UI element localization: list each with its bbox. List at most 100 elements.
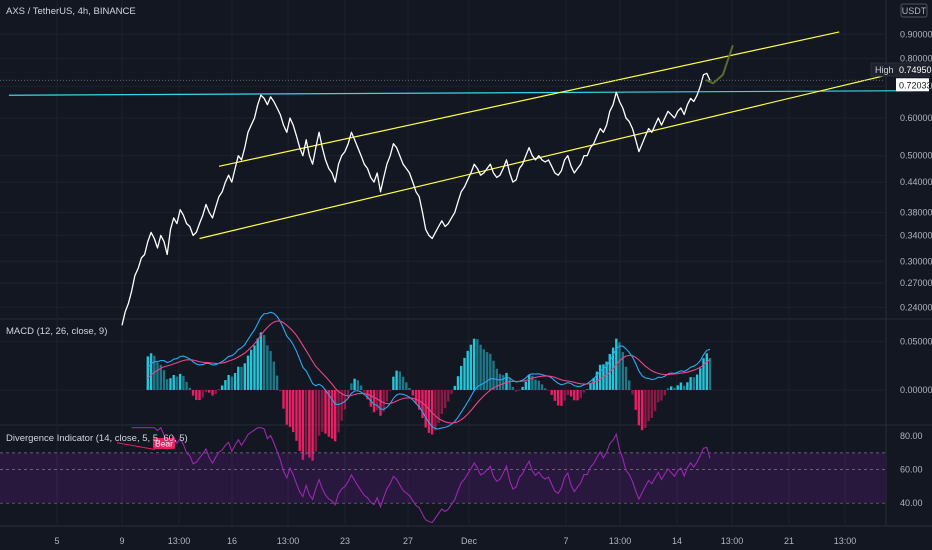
macd-histogram-bar bbox=[482, 349, 485, 390]
price-tick-label: 0.44000 bbox=[900, 177, 932, 187]
divergence-y-axis[interactable]: 80.00 60.00 40.00 bbox=[900, 431, 923, 508]
signal-line bbox=[147, 320, 711, 424]
macd-histogram-bar bbox=[679, 382, 683, 390]
macd-histogram-bar bbox=[437, 390, 440, 424]
macd-histogram-bar bbox=[708, 358, 712, 390]
macd-histogram-bar bbox=[340, 390, 343, 421]
macd-histogram-bar bbox=[224, 380, 227, 390]
macd-histogram-bar bbox=[443, 390, 447, 409]
macd-histogram-bar bbox=[321, 390, 324, 432]
high-tag-label: High bbox=[875, 65, 894, 75]
macd-histogram-bar bbox=[259, 332, 263, 390]
last-price-tag: 0.72033 bbox=[896, 78, 932, 92]
macd-histogram-bar bbox=[670, 386, 673, 390]
macd-tick-label: 0.05000 bbox=[900, 336, 932, 346]
ascending-channel[interactable] bbox=[199, 31, 924, 240]
price-line-series bbox=[121, 72, 711, 326]
macd-histogram-bar bbox=[505, 372, 508, 390]
price-y-axis[interactable]: 0.900000.800000.700000.600000.500000.440… bbox=[900, 29, 932, 312]
divergence-series bbox=[131, 426, 711, 524]
time-tick-label: 5 bbox=[54, 536, 59, 546]
macd-histogram-bar bbox=[418, 390, 421, 410]
high-tag-value: 0.74950 bbox=[899, 65, 932, 75]
macd-histogram-bar bbox=[579, 390, 582, 399]
macd-histogram-bar bbox=[592, 377, 595, 390]
macd-histogram-bar bbox=[502, 375, 505, 390]
macd-histogram-bar bbox=[427, 390, 431, 433]
macd-histogram-bar bbox=[527, 374, 531, 390]
divergence-tick-label: 80.00 bbox=[900, 431, 923, 441]
bear-label: Bear bbox=[116, 438, 175, 450]
macd-histogram-bar bbox=[385, 390, 389, 402]
macd-histogram-bar bbox=[640, 390, 644, 431]
currency-badge-frame bbox=[900, 3, 928, 18]
macd-pane[interactable]: 0.05000 0.00000 MACD (12, 26, close, 9) bbox=[6, 311, 932, 461]
price-tick-label: 0.38000 bbox=[900, 207, 932, 217]
macd-histogram-bar bbox=[653, 390, 657, 412]
macd-histogram-bar bbox=[586, 389, 589, 390]
macd-histogram-bar bbox=[256, 338, 259, 390]
symbol-title: AXS / TetherUS, 4h, BINANCE bbox=[6, 6, 136, 17]
macd-histogram-bar bbox=[440, 390, 443, 414]
macd-lines bbox=[147, 311, 711, 430]
macd-histogram-bar bbox=[401, 376, 405, 390]
macd-histogram-bar bbox=[356, 380, 359, 390]
macd-histogram-bar bbox=[692, 377, 695, 390]
time-tick-label: 14 bbox=[672, 536, 682, 546]
time-tick-label: 16 bbox=[227, 536, 237, 546]
macd-histogram-bar bbox=[666, 388, 670, 390]
high-tag-bg bbox=[870, 62, 930, 77]
macd-histogram-bar bbox=[453, 385, 456, 390]
price-tick-label: 0.80000 bbox=[900, 54, 932, 64]
macd-histogram-bar bbox=[262, 335, 266, 390]
macd-histogram-bar bbox=[566, 390, 569, 395]
price-tags: High 0.74950 0.72033 bbox=[0, 62, 932, 92]
time-tick-label: 13:00 bbox=[721, 536, 744, 546]
macd-histogram-bar bbox=[540, 384, 544, 390]
macd-histogram-bar bbox=[285, 390, 288, 425]
macd-histogram-bar bbox=[166, 379, 169, 390]
divergence-pane[interactable]: 80.00 60.00 40.00 Bear Divergence Indicato… bbox=[0, 426, 923, 524]
horizontal-level-line[interactable] bbox=[8, 90, 914, 96]
macd-histogram-bar bbox=[230, 376, 233, 390]
macd-histogram-bar bbox=[317, 390, 321, 436]
macd-histogram-bar bbox=[624, 366, 628, 390]
macd-histogram-bar bbox=[311, 390, 314, 461]
horizontal-level bbox=[8, 90, 914, 96]
macd-y-axis[interactable]: 0.05000 0.00000 bbox=[900, 336, 932, 395]
macd-histogram-bar bbox=[214, 390, 217, 394]
macd-histogram-bar bbox=[169, 378, 172, 390]
macd-histogram-bar bbox=[292, 390, 295, 433]
macd-histogram-bar bbox=[460, 365, 463, 390]
divergence-band bbox=[0, 452, 885, 504]
macd-histogram-bar bbox=[521, 386, 524, 390]
time-axis[interactable]: 5 9 13:00 16 13:00 23 27 Dec 7 13:00 14 13:00 21 13:0… bbox=[54, 536, 856, 546]
price-line bbox=[121, 72, 711, 326]
projection-drawing[interactable] bbox=[705, 45, 734, 85]
macd-histogram-bar bbox=[550, 390, 553, 395]
macd-histogram-bar bbox=[240, 366, 243, 390]
time-tick-label: 9 bbox=[119, 536, 124, 546]
macd-histogram-bar bbox=[424, 390, 427, 428]
macd-histogram-bar bbox=[508, 378, 511, 390]
macd-histogram-bar bbox=[369, 390, 372, 407]
currency-badge[interactable]: USDT bbox=[900, 3, 928, 18]
price-pane[interactable]: 0.900000.800000.700000.600000.500000.440… bbox=[0, 6, 932, 326]
macd-histogram-bar bbox=[485, 352, 489, 390]
macd-histogram-bar bbox=[398, 371, 401, 390]
divergence-title: Divergence Indicator (14, close, 5, 5, 6… bbox=[6, 433, 188, 444]
macd-histogram-bar bbox=[537, 380, 540, 390]
bear-label-text: Bear bbox=[155, 439, 173, 449]
time-tick-label: 27 bbox=[403, 536, 413, 546]
macd-line bbox=[147, 311, 711, 430]
bear-label-bg bbox=[153, 438, 175, 449]
divergence-line bbox=[131, 426, 711, 524]
macd-histogram-bar bbox=[576, 390, 579, 401]
macd-histogram-bar bbox=[201, 390, 204, 398]
time-tick-label: 13:00 bbox=[277, 536, 300, 546]
macd-histogram bbox=[146, 332, 712, 461]
currency-badge-text: USDT bbox=[902, 6, 927, 16]
macd-histogram-bar bbox=[466, 350, 469, 390]
last-tag-value: 0.72033 bbox=[899, 80, 932, 90]
